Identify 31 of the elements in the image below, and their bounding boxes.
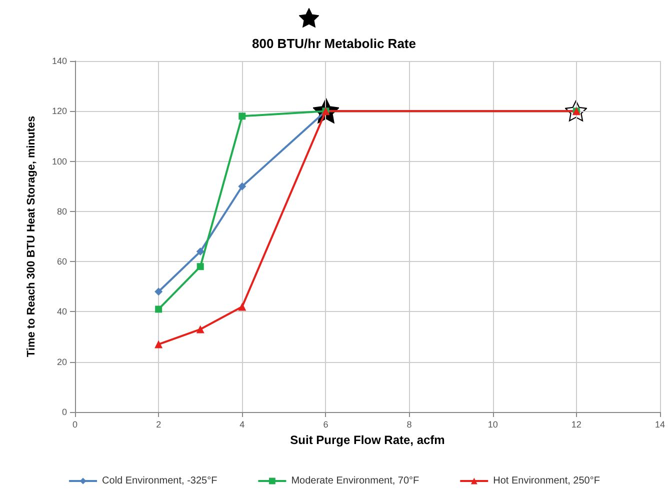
point: [196, 248, 204, 256]
x-tick-label: 14: [654, 420, 665, 430]
point: [238, 302, 246, 311]
point: [238, 182, 246, 190]
legend-label: Cold Environment, -325°F: [102, 476, 218, 486]
point: [196, 263, 204, 270]
x-tick-label: 12: [571, 420, 582, 430]
y-tick-label: 80: [56, 206, 67, 216]
x-tick-label: 2: [156, 420, 162, 430]
x-tick-label: 4: [240, 420, 245, 430]
legend-label: Moderate Environment, 70°F: [291, 476, 420, 486]
point: [154, 340, 163, 348]
point: [154, 288, 163, 296]
chart-title: 800 BTU/hr Metabolic Rate: [252, 36, 416, 51]
y-tick-label: 120: [52, 106, 67, 116]
y-axis-title: Time to Reach 300 BTU Heat Storage, minutes: [26, 116, 38, 358]
y-tick-label: 60: [56, 256, 67, 267]
y-tick-label: 20: [56, 356, 67, 367]
y-tick-label: 0: [62, 407, 67, 417]
point: [238, 112, 246, 120]
x-tick-label: 6: [323, 420, 328, 430]
x-axis-title: Suit Purge Flow Rate, acfm: [290, 432, 445, 447]
x-tick-label: 10: [488, 420, 498, 430]
legend-label: Hot Environment, 250°F: [493, 476, 600, 486]
y-tick-label: 100: [52, 156, 67, 166]
x-tick-label: 8: [406, 420, 412, 430]
x-tick-label: 0: [72, 420, 78, 430]
point: [196, 325, 204, 334]
point: [155, 306, 162, 313]
y-tick-label: 140: [52, 56, 67, 66]
y-tick-label: 40: [56, 306, 67, 317]
